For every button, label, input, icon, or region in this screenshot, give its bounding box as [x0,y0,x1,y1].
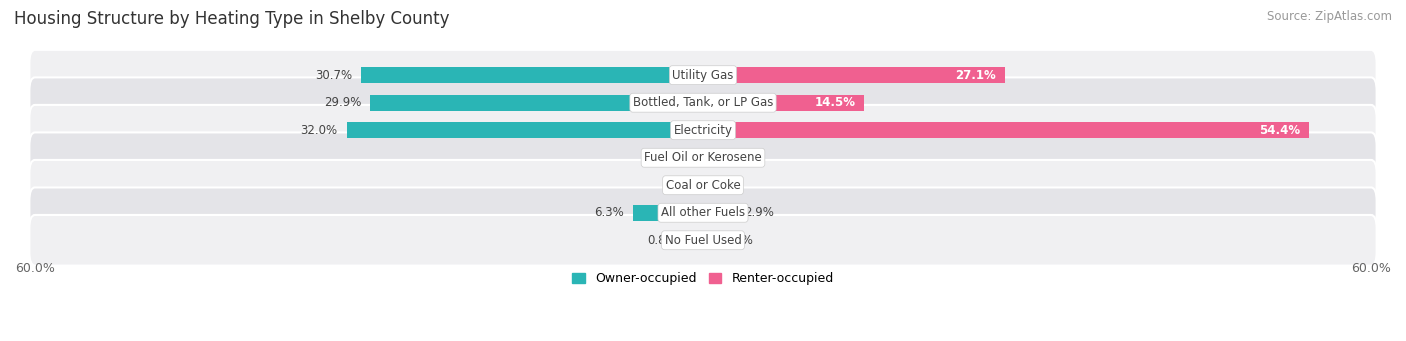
Text: 32.0%: 32.0% [301,124,337,137]
Text: 0.0%: 0.0% [711,179,741,192]
Text: No Fuel Used: No Fuel Used [665,234,741,247]
Bar [347,122,703,138]
Text: Electricity: Electricity [673,124,733,137]
Bar [700,150,703,166]
Bar [703,67,1005,83]
Bar [703,232,716,248]
Text: Coal or Coke: Coal or Coke [665,179,741,192]
Bar [361,67,703,83]
Legend: Owner-occupied, Renter-occupied: Owner-occupied, Renter-occupied [568,267,838,290]
Text: 54.4%: 54.4% [1258,124,1299,137]
FancyBboxPatch shape [30,77,1376,128]
Bar [693,232,703,248]
Text: 0.23%: 0.23% [654,151,692,164]
FancyBboxPatch shape [30,132,1376,183]
Text: 0.86%: 0.86% [647,234,685,247]
Bar [703,122,1309,138]
Text: Housing Structure by Heating Type in Shelby County: Housing Structure by Heating Type in She… [14,10,450,28]
Text: 0.0%: 0.0% [665,179,695,192]
Text: 27.1%: 27.1% [955,69,995,82]
Text: Utility Gas: Utility Gas [672,69,734,82]
Text: 29.9%: 29.9% [323,96,361,109]
Text: 2.9%: 2.9% [744,206,775,219]
Bar [633,205,703,221]
Text: Fuel Oil or Kerosene: Fuel Oil or Kerosene [644,151,762,164]
Text: 0.0%: 0.0% [711,151,741,164]
Text: Bottled, Tank, or LP Gas: Bottled, Tank, or LP Gas [633,96,773,109]
FancyBboxPatch shape [30,215,1376,266]
Text: 6.3%: 6.3% [595,206,624,219]
FancyBboxPatch shape [30,105,1376,155]
Text: 30.7%: 30.7% [315,69,353,82]
FancyBboxPatch shape [30,160,1376,210]
Text: 1.1%: 1.1% [724,234,754,247]
FancyBboxPatch shape [30,50,1376,101]
FancyBboxPatch shape [30,188,1376,238]
Bar [370,95,703,111]
Text: Source: ZipAtlas.com: Source: ZipAtlas.com [1267,10,1392,23]
Bar [703,95,865,111]
Bar [703,205,735,221]
Text: 14.5%: 14.5% [814,96,855,109]
Text: All other Fuels: All other Fuels [661,206,745,219]
